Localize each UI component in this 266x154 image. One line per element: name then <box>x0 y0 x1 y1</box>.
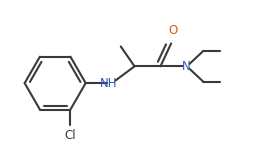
Text: O: O <box>169 24 178 37</box>
Text: NH: NH <box>100 77 117 90</box>
Text: Cl: Cl <box>65 129 76 142</box>
Text: N: N <box>182 60 191 73</box>
